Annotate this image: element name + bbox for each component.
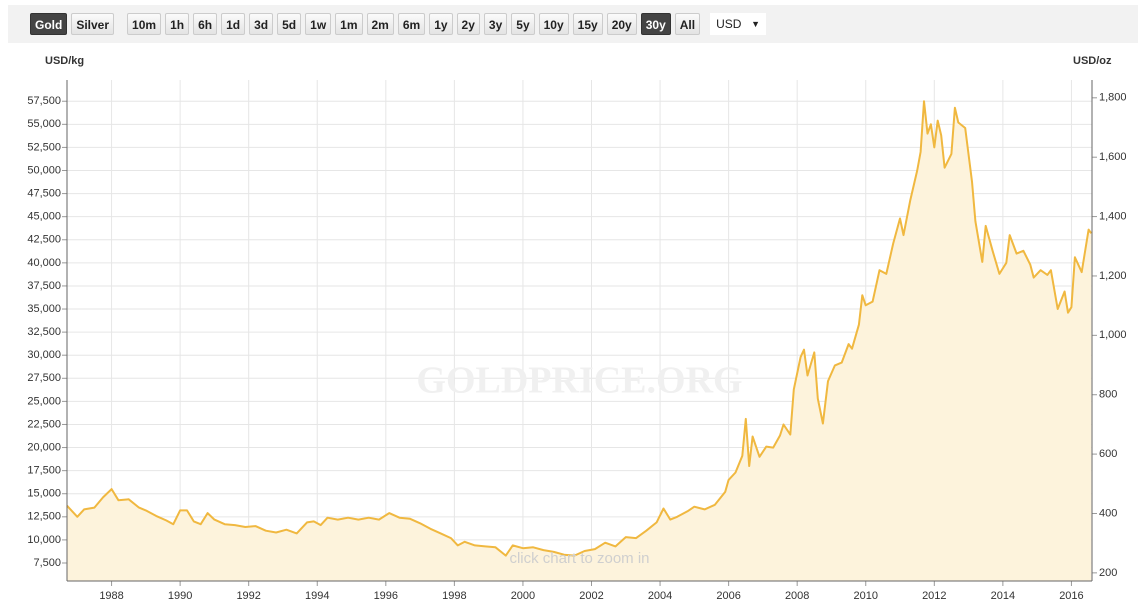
- range-button[interactable]: 1y: [429, 13, 453, 35]
- y-tick-label: 17,500: [27, 465, 61, 477]
- x-tick-label: 1994: [305, 590, 329, 602]
- y2-tick-label: 200: [1099, 567, 1117, 579]
- range-button[interactable]: 6m: [397, 13, 426, 35]
- range-button[interactable]: 1d: [221, 13, 246, 35]
- x-tick-label: 2008: [785, 590, 809, 602]
- y-axis-label: USD/kg: [45, 55, 84, 67]
- range-button[interactable]: Gold: [30, 13, 68, 35]
- annotation: click chart to zoom in: [509, 550, 649, 567]
- range-button[interactable]: 1h: [165, 13, 190, 35]
- y-tick-label: 55,000: [27, 118, 61, 130]
- x-tick-label: 2006: [716, 590, 740, 602]
- range-button[interactable]: 2y: [456, 13, 480, 35]
- y-tick-label: 12,500: [27, 511, 61, 523]
- y2-axis-label: USD/oz: [1073, 55, 1112, 67]
- y-tick-label: 27,500: [27, 372, 61, 384]
- range-button[interactable]: 10y: [538, 13, 569, 35]
- range-button[interactable]: 6h: [193, 13, 218, 35]
- x-tick-label: 1990: [168, 590, 192, 602]
- y-tick-label: 15,000: [27, 488, 61, 500]
- line: [66, 100, 1093, 557]
- y-tick-label: 40,000: [27, 257, 61, 269]
- range-button[interactable]: 10m: [127, 13, 162, 35]
- y2-tick-label: 1,800: [1099, 92, 1127, 104]
- range-button[interactable]: 1m: [335, 13, 363, 35]
- x-tick-label: 2012: [922, 590, 946, 602]
- y2-tick-label: 1,200: [1099, 270, 1127, 282]
- range-button[interactable]: 30y: [640, 13, 671, 35]
- x-tick-label: 2016: [1059, 590, 1083, 602]
- x-tick-label: 2004: [648, 590, 672, 602]
- y-tick-label: 37,500: [27, 280, 61, 292]
- x-tick-label: 2014: [991, 590, 1015, 602]
- y2-tick-label: 1,400: [1099, 210, 1127, 222]
- y-tick-label: 35,000: [27, 303, 61, 315]
- range-button[interactable]: 2m: [366, 13, 394, 35]
- area: [67, 101, 1092, 581]
- range-button[interactable]: 15y: [572, 13, 603, 35]
- y2-tick-label: 1,000: [1099, 329, 1127, 341]
- y-tick-label: 52,500: [27, 141, 61, 153]
- x-tick-label: 2000: [511, 590, 535, 602]
- x-tick-label: 1998: [442, 590, 466, 602]
- x-tick-label: 2002: [579, 590, 603, 602]
- y-tick-label: 42,500: [27, 234, 61, 246]
- y-tick-label: 32,500: [27, 326, 61, 338]
- range-button[interactable]: All: [674, 13, 701, 35]
- currency-select[interactable]: USD: [710, 13, 767, 35]
- range-button[interactable]: 5d: [277, 13, 302, 35]
- y-tick-label: 20,000: [27, 441, 61, 453]
- y-tick-label: 25,000: [27, 395, 61, 407]
- x-tick-label: 1996: [374, 590, 398, 602]
- y2-tick-label: 600: [1099, 448, 1117, 460]
- range-button[interactable]: 5y: [511, 13, 535, 35]
- toolbar: Gold Silver 10m 1h 6h 1d 3d 5d 1w 1m 2m 6m 1y 2y 3y 5y 1…: [8, 5, 1138, 43]
- y-tick-label: 10,000: [27, 534, 61, 546]
- y2-tick-label: 800: [1099, 389, 1117, 401]
- range-button[interactable]: 1w: [305, 13, 332, 35]
- y2-tick-label: 1,600: [1099, 151, 1127, 163]
- y-tick-label: 45,000: [27, 211, 61, 223]
- x-tick-label: 1992: [236, 590, 260, 602]
- range-button[interactable]: 20y: [606, 13, 637, 35]
- y-tick-label: 22,500: [27, 418, 61, 430]
- x-tick-label: 1988: [99, 590, 123, 602]
- range-button[interactable]: Silver: [71, 13, 115, 35]
- y-tick-label: 7,500: [33, 557, 61, 569]
- range-button[interactable]: 3y: [483, 13, 508, 35]
- x-tick-label: 2010: [854, 590, 878, 602]
- y2-tick-label: 400: [1099, 507, 1117, 519]
- range-button[interactable]: 3d: [249, 13, 274, 35]
- y-tick-label: 57,500: [27, 95, 61, 107]
- y-tick-label: 50,000: [27, 164, 61, 176]
- y-tick-label: 47,500: [27, 187, 61, 199]
- y-tick-label: 30,000: [27, 349, 61, 361]
- watermark: GOLDPRICE.ORG: [416, 360, 742, 402]
